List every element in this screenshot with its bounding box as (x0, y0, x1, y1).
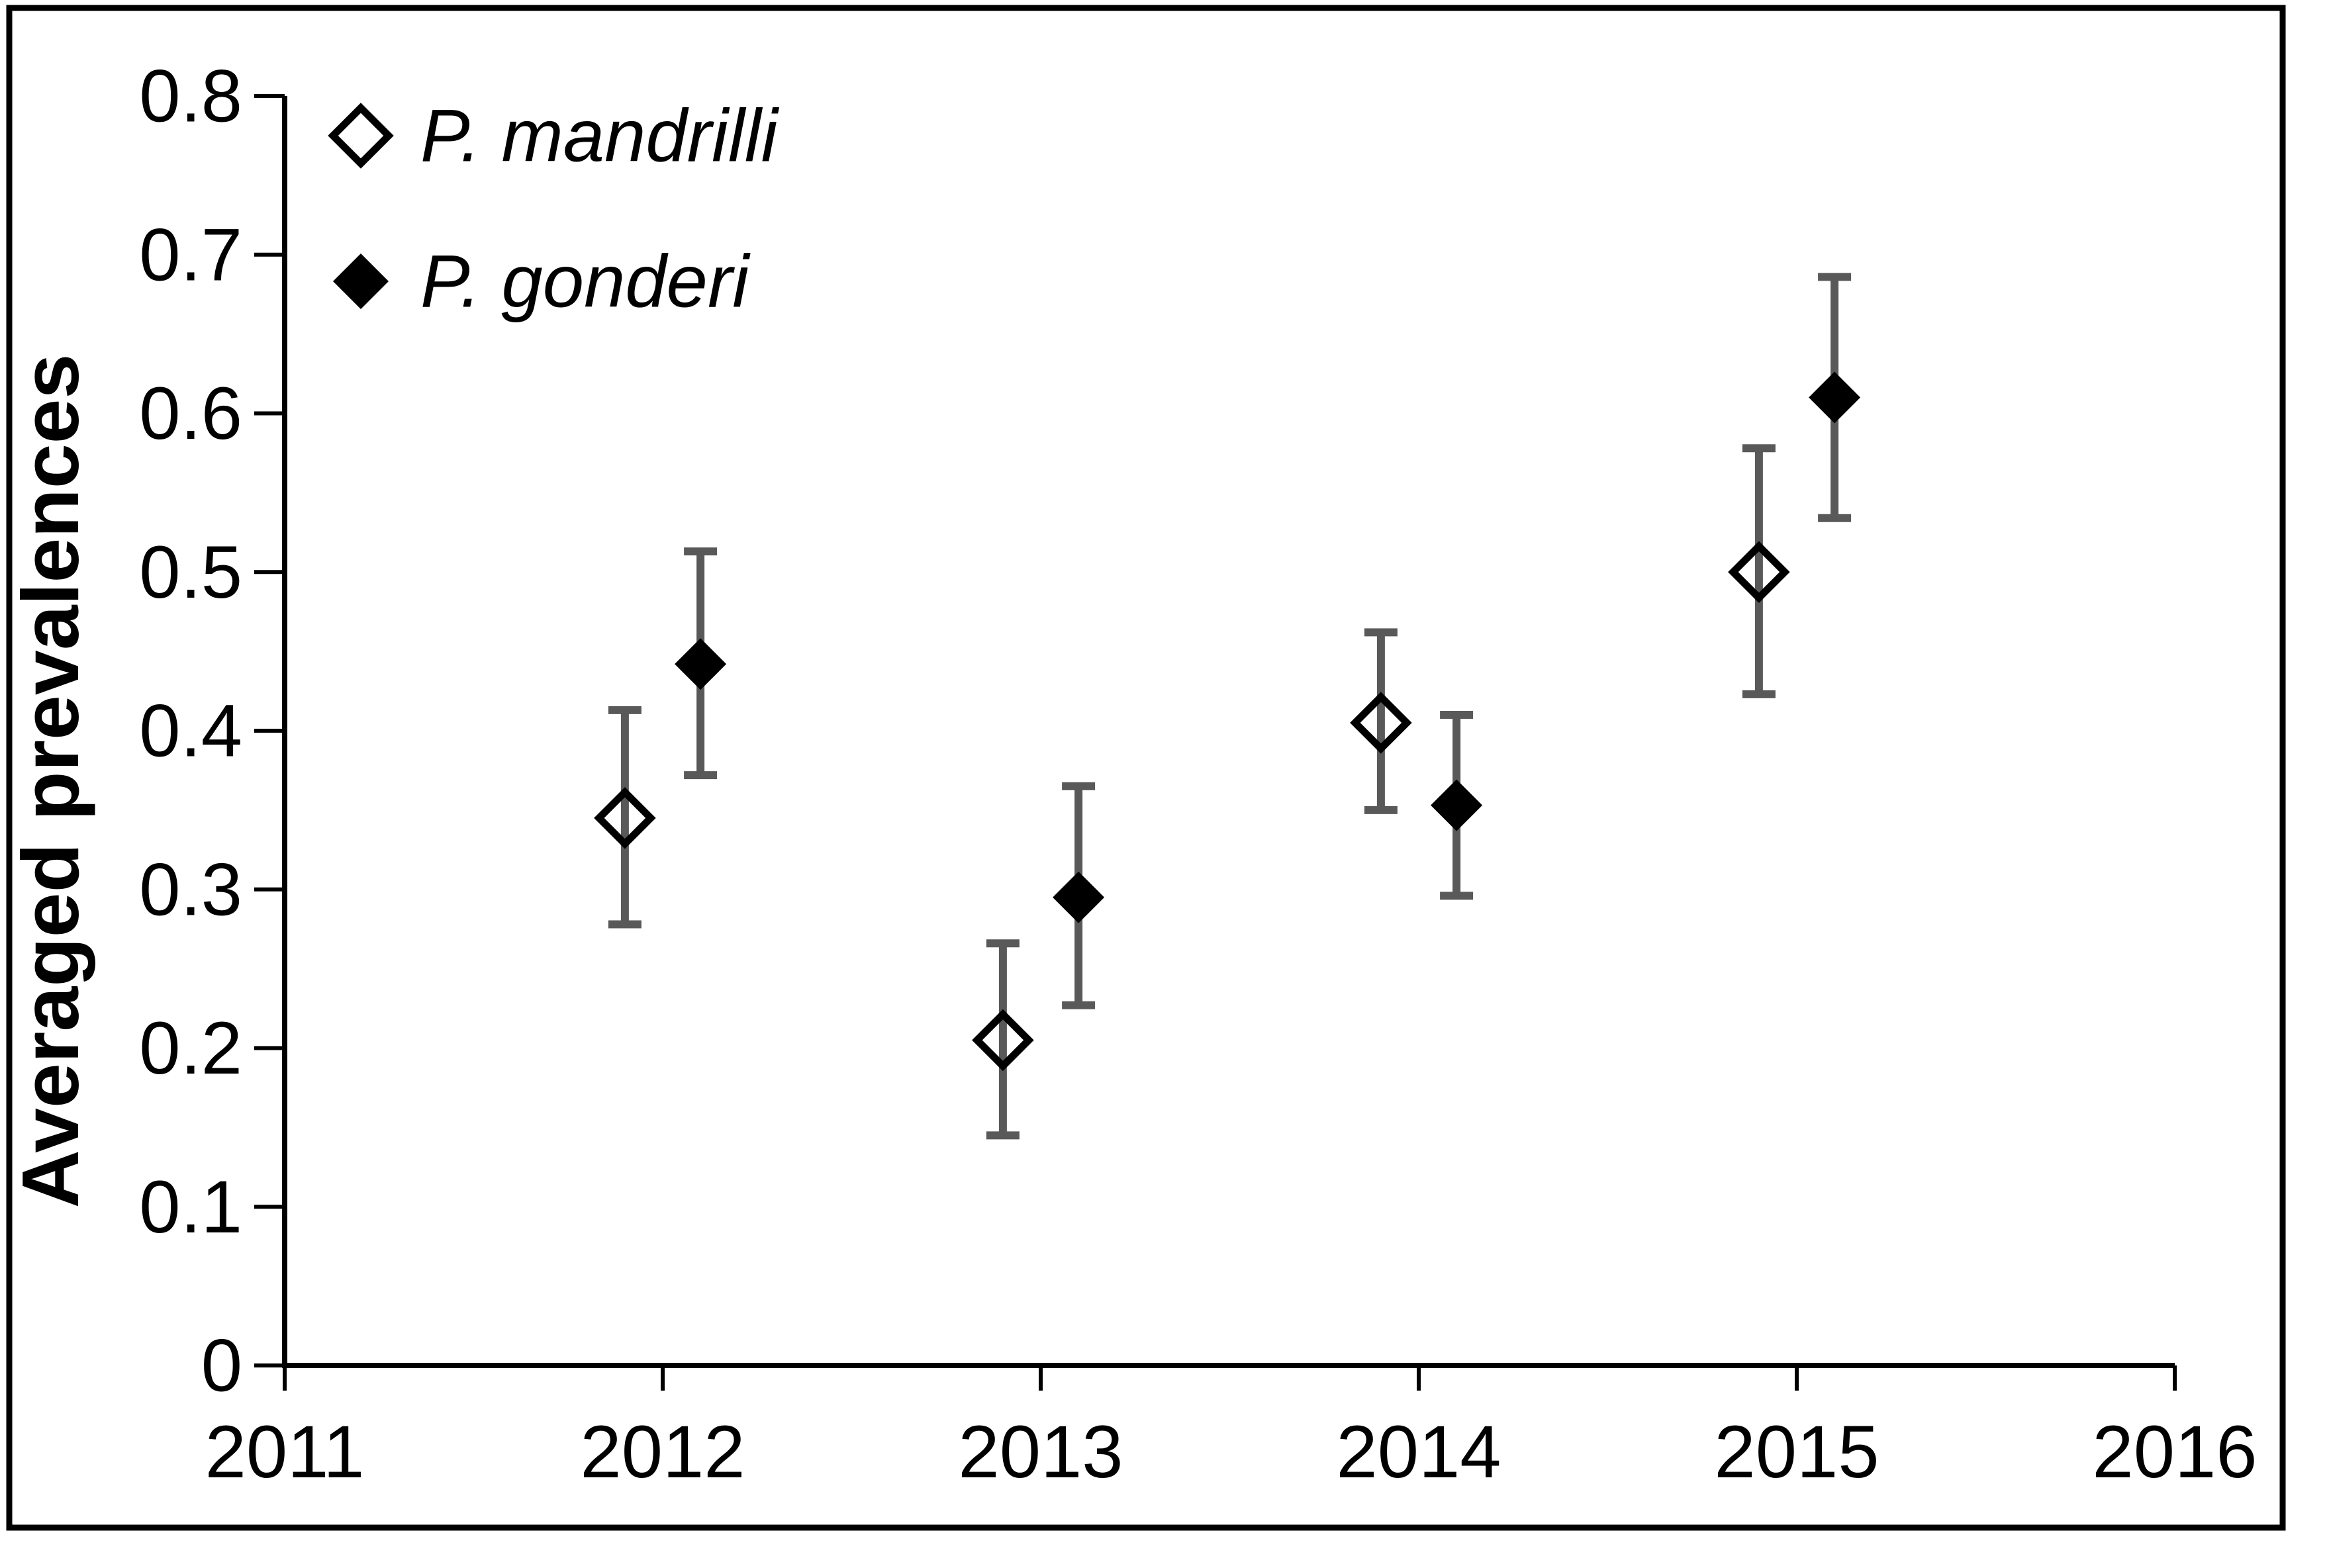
x-tick-label: 2011 (205, 1410, 365, 1493)
y-tick-label: 0.2 (139, 1007, 242, 1089)
filled-diamond-marker (1809, 371, 1861, 424)
y-tick-label: 0.4 (139, 690, 242, 772)
open-diamond-marker (1728, 541, 1790, 604)
data-point-p-mandrilli-2013 (972, 939, 1034, 1140)
data-point-p-mandrilli-2014 (1350, 628, 1412, 814)
figure-border (6, 5, 2286, 1531)
data-series (594, 273, 1861, 1140)
axis-tick-labels: 0 0.1 0.2 0.3 0.4 0.5 0.6 0.7 0.8 2011 2012 2013 201… (139, 55, 2257, 1494)
axis-ticks (254, 94, 2177, 1391)
data-point-p-mandrilli-2015 (1728, 444, 1790, 698)
y-tick-label: 0.3 (139, 848, 242, 931)
y-tick-label: 0.7 (139, 213, 242, 296)
x-tick-label: 2015 (1714, 1410, 1879, 1493)
open-diamond-marker (972, 1009, 1034, 1072)
legend-item-p-mandrilli: P. mandrilli (328, 95, 780, 177)
data-point-p-gonderi-2014 (1431, 711, 1483, 900)
y-tick-label: 0.1 (139, 1166, 242, 1248)
data-point-p-gonderi-2012 (675, 547, 727, 780)
legend-label: P. gonderi (420, 240, 751, 323)
legend-filled-diamond-icon (333, 254, 389, 309)
y-tick-label: 0.8 (139, 55, 242, 138)
x-tick-label: 2014 (1336, 1410, 1501, 1493)
x-tick-label: 2013 (958, 1410, 1123, 1493)
series-p-gonderi (675, 273, 1861, 1009)
series-p-mandrilli (594, 444, 1790, 1140)
y-axis-title: Averaged prevalences (5, 354, 95, 1209)
data-point-p-gonderi-2015 (1809, 273, 1861, 522)
filled-diamond-marker (675, 638, 727, 690)
x-tick-label: 2012 (580, 1410, 745, 1493)
legend: P. mandrilli P. gonderi (328, 95, 780, 323)
data-point-p-mandrilli-2012 (594, 706, 656, 929)
y-tick-label: 0.5 (139, 531, 242, 614)
y-tick-label: 0 (201, 1324, 242, 1407)
filled-diamond-marker (1431, 779, 1483, 831)
legend-open-diamond-icon (328, 103, 394, 169)
y-tick-label: 0.6 (139, 372, 242, 455)
legend-label: P. mandrilli (420, 95, 780, 177)
open-diamond-marker (1350, 692, 1412, 754)
legend-item-p-gonderi: P. gonderi (333, 240, 751, 323)
open-diamond-marker (594, 787, 656, 849)
data-point-p-gonderi-2013 (1053, 782, 1105, 1009)
filled-diamond-marker (1053, 871, 1105, 923)
x-tick-label: 2016 (2092, 1410, 2257, 1493)
